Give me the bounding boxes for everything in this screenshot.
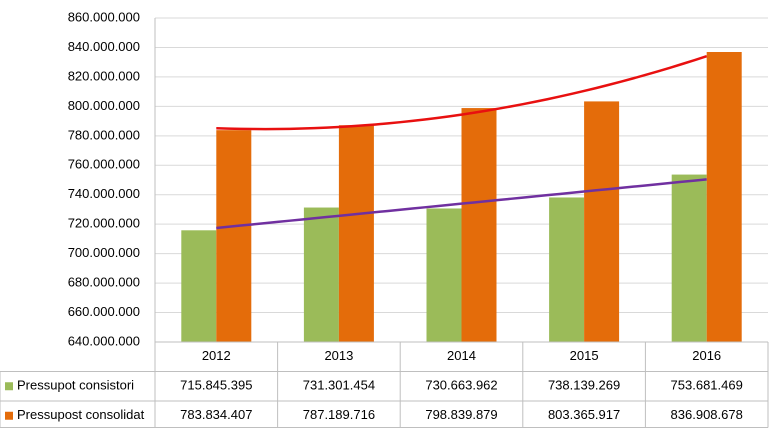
- bar: [549, 197, 585, 342]
- trendline: [216, 54, 708, 131]
- table-value: 731.301.454: [303, 378, 375, 393]
- y-tick-label: 780.000.000: [68, 127, 140, 142]
- table-value: 798.839.879: [425, 407, 497, 422]
- bar: [426, 208, 462, 342]
- legend-label: Pressupost consolidat: [17, 407, 145, 422]
- x-tick-label: 2016: [692, 348, 721, 363]
- y-tick-label: 740.000.000: [68, 186, 140, 201]
- x-tick-label: 2015: [570, 348, 599, 363]
- bar: [181, 230, 217, 342]
- y-tick-label: 700.000.000: [68, 245, 140, 260]
- y-tick-label: 840.000.000: [68, 39, 140, 54]
- x-tick-label: 2012: [202, 348, 231, 363]
- y-tick-label: 640.000.000: [68, 333, 140, 348]
- y-tick-label: 760.000.000: [68, 157, 140, 172]
- bar: [338, 125, 374, 342]
- table-value: 787.189.716: [303, 407, 375, 422]
- bar: [584, 101, 620, 342]
- bar: [461, 108, 497, 343]
- x-tick-label: 2014: [447, 348, 476, 363]
- y-tick-label: 820.000.000: [68, 68, 140, 83]
- x-tick-label: 2013: [324, 348, 353, 363]
- y-tick-label: 720.000.000: [68, 216, 140, 231]
- table-value: 715.845.395: [180, 378, 252, 393]
- table-value: 783.834.407: [180, 407, 252, 422]
- table-value: 753.681.469: [671, 378, 743, 393]
- table-value: 738.139.269: [548, 378, 620, 393]
- y-tick-label: 860.000.000: [68, 9, 140, 24]
- y-tick-label: 680.000.000: [68, 275, 140, 290]
- table-value: 730.663.962: [425, 378, 497, 393]
- y-tick-label: 800.000.000: [68, 98, 140, 113]
- legend-label: Pressupot consistori: [17, 378, 134, 393]
- bar: [706, 52, 742, 342]
- legend-swatch: [5, 382, 13, 391]
- bar: [216, 130, 252, 342]
- trendline: [216, 178, 707, 230]
- bar: [671, 174, 707, 342]
- table-value: 803.365.917: [548, 407, 620, 422]
- legend-swatch: [5, 411, 13, 420]
- bar: [303, 207, 339, 342]
- table-value: 836.908.678: [671, 407, 743, 422]
- y-tick-label: 660.000.000: [68, 304, 140, 319]
